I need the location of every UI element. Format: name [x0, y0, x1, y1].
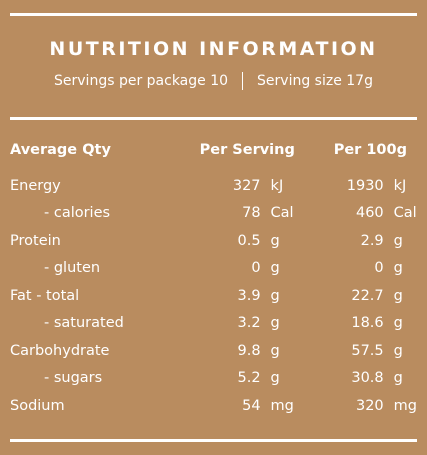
per-100g-unit: g: [393, 260, 403, 277]
nutrient-name: Fat - total: [10, 287, 80, 304]
panel-title: NUTRITION INFORMATION: [49, 38, 378, 60]
nutrient-name: - calories: [44, 205, 111, 222]
nutrient-name: - saturated: [44, 315, 124, 332]
per-100g-value: 18.6: [351, 315, 384, 332]
per-serving-value: 3.9: [237, 287, 261, 304]
nutrition-rows: Energy 327 kJ 1930 kJ - calories 78 Cal 460 Cal Pr…: [10, 172, 417, 420]
per-100g-unit: g: [393, 232, 403, 249]
header-average-qty: Average Qty: [10, 142, 111, 158]
per-serving-value: 5.2: [237, 370, 261, 387]
per-100g-unit: Cal: [393, 205, 417, 222]
per-serving-value: 0: [251, 260, 261, 277]
per-serving-value: 0.5: [237, 232, 261, 249]
per-serving-value: 3.2: [237, 315, 261, 332]
table-row: Fat - total 3.9 g 22.7 g: [10, 282, 417, 310]
serving-size: Serving size 17g: [257, 73, 373, 89]
table-row: Carbohydrate 9.8 g 57.5 g: [10, 337, 417, 365]
per-serving-unit: Cal: [270, 205, 294, 222]
table-row: Energy 327 kJ 1930 kJ: [10, 172, 417, 200]
per-serving-value: 54: [242, 397, 261, 414]
header-per-100g: Per 100g: [333, 142, 407, 158]
header-per-serving: Per Serving: [199, 142, 295, 158]
table-row: - gluten 0 g 0 g: [10, 255, 417, 283]
nutrient-name: - sugars: [44, 370, 103, 387]
nutrition-table: Average Qty Per Serving Per 100g Energy 3…: [10, 142, 417, 420]
per-100g-value: 22.7: [351, 287, 384, 304]
per-100g-value: 1930: [346, 177, 384, 194]
per-100g-unit: g: [393, 342, 403, 359]
per-100g-value: 320: [355, 397, 384, 414]
serving-info: Servings per package 10 Serving size 17g: [0, 72, 427, 90]
per-100g-unit: kJ: [393, 177, 407, 194]
per-100g-value: 57.5: [351, 342, 384, 359]
per-100g-unit: g: [393, 370, 403, 387]
table-header-row: Average Qty Per Serving Per 100g: [10, 142, 417, 172]
table-row: - sugars 5.2 g 30.8 g: [10, 365, 417, 393]
per-serving-unit: g: [270, 342, 280, 359]
table-row: - calories 78 Cal 460 Cal: [10, 200, 417, 228]
header-divider: [10, 117, 417, 120]
serving-info-separator: [242, 72, 244, 90]
per-serving-value: 327: [232, 177, 261, 194]
per-serving-unit: g: [270, 260, 280, 277]
table-row: Protein 0.5 g 2.9 g: [10, 227, 417, 255]
nutrient-name: Sodium: [10, 397, 65, 414]
per-serving-unit: g: [270, 287, 280, 304]
table-row: - saturated 3.2 g 18.6 g: [10, 310, 417, 338]
per-100g-unit: g: [393, 287, 403, 304]
nutrient-name: Energy: [10, 177, 61, 194]
per-serving-unit: g: [270, 370, 280, 387]
per-100g-value: 460: [355, 205, 384, 222]
table-row: Sodium 54 mg 320 mg: [10, 392, 417, 420]
nutrient-name: - gluten: [44, 260, 101, 277]
per-100g-unit: g: [393, 315, 403, 332]
nutrient-name: Carbohydrate: [10, 342, 110, 359]
per-serving-value: 9.8: [237, 342, 261, 359]
per-serving-unit: mg: [270, 397, 294, 414]
per-100g-value: 0: [374, 260, 384, 277]
top-divider: [10, 13, 417, 16]
per-serving-unit: g: [270, 232, 280, 249]
per-serving-value: 78: [242, 205, 261, 222]
per-serving-unit: kJ: [270, 177, 284, 194]
per-100g-value: 2.9: [360, 232, 384, 249]
per-100g-value: 30.8: [351, 370, 384, 387]
per-100g-unit: mg: [393, 397, 417, 414]
servings-per-package: Servings per package 10: [54, 73, 229, 89]
nutrient-name: Protein: [10, 232, 61, 249]
bottom-divider: [10, 439, 417, 442]
per-serving-unit: g: [270, 315, 280, 332]
